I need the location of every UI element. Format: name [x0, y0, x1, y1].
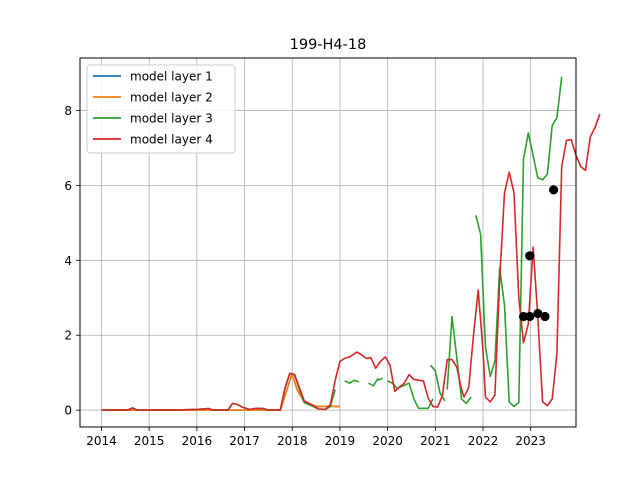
observation-point — [525, 311, 535, 322]
legend-label: model layer 2 — [130, 91, 213, 105]
y-tick-label: 2 — [64, 329, 72, 343]
y-tick-label: 4 — [64, 254, 72, 268]
plot-series — [101, 76, 601, 411]
x-tick-label: 2018 — [277, 434, 308, 448]
series-line — [368, 377, 379, 387]
observation-point — [533, 308, 543, 319]
y-tick-label: 8 — [64, 104, 72, 118]
series-line — [377, 377, 384, 381]
x-tick-label: 2021 — [420, 434, 451, 448]
x-tick-label: 2014 — [86, 434, 117, 448]
y-axis: 0 2 4 6 8 — [64, 104, 80, 418]
observation-point — [540, 311, 550, 322]
x-tick-label: 2019 — [325, 434, 356, 448]
x-tick-label: 2017 — [229, 434, 260, 448]
x-tick-label: 2023 — [515, 434, 546, 448]
chart-title: 199-H4-18 — [290, 37, 367, 53]
x-tick-label: 2015 — [134, 434, 165, 448]
series-line — [344, 379, 360, 385]
x-tick-label: 2016 — [182, 434, 213, 448]
x-axis: 2014 2015 2016 2017 2018 2019 2020 2021 2022 2023 — [86, 427, 546, 448]
x-tick-label: 2020 — [372, 434, 403, 448]
observation-points — [518, 185, 559, 322]
legend-label: model layer 4 — [130, 133, 213, 147]
legend: model layer 1 model layer 2 model layer 3 m… — [86, 64, 236, 154]
plot-frame — [79, 57, 577, 428]
series-line — [475, 76, 563, 408]
legend-label: model layer 3 — [130, 112, 213, 126]
observation-point — [548, 185, 559, 195]
legend-box — [86, 64, 236, 154]
observation-point — [525, 251, 535, 261]
y-tick-label: 6 — [64, 179, 72, 193]
x-tick-label: 2022 — [468, 434, 499, 448]
legend-label: model layer 1 — [130, 70, 213, 84]
series-line — [101, 113, 601, 411]
series-model-layer-4 — [101, 113, 601, 411]
y-tick-label: 0 — [64, 404, 72, 418]
